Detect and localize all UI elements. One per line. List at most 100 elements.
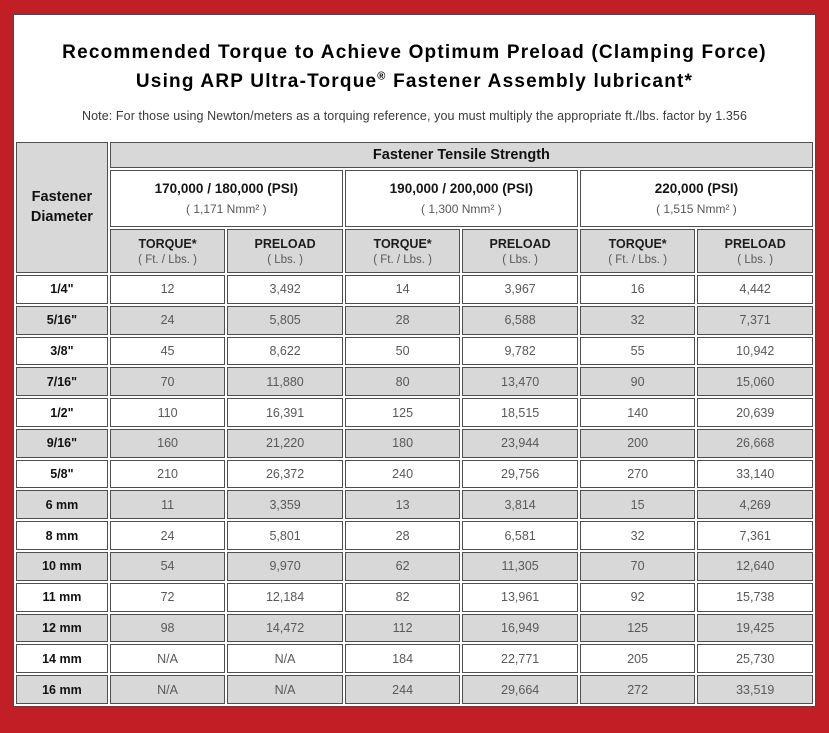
preload-header: PRELOAD ( Lbs. )	[462, 229, 578, 273]
cell: 72	[109, 582, 226, 612]
row-label: 1/2"	[16, 398, 108, 427]
cell: 92	[579, 582, 696, 612]
nmm-value: ( 1,515 Nmm² )	[656, 202, 737, 216]
cell: 22,771	[462, 644, 578, 674]
header-row-sub: TORQUE* ( Ft. / Lbs. ) PRELOAD ( Lbs. ) …	[16, 229, 813, 273]
cell: 98	[109, 613, 226, 643]
cell: 54	[109, 552, 226, 581]
cell: 272	[579, 675, 696, 704]
cell: 9,970	[227, 552, 343, 581]
row-label: 12 mm	[16, 613, 108, 643]
cell: 12	[109, 275, 226, 304]
psi-group-1: 170,000 / 180,000 (PSI) ( 1,171 Nmm² )	[109, 170, 343, 227]
cell: 18,515	[462, 398, 578, 427]
cell: 15,738	[697, 582, 813, 612]
row-label: 11 mm	[16, 582, 108, 612]
cell: 28	[344, 305, 461, 335]
cell: 11,880	[227, 367, 343, 397]
cell: 55	[579, 336, 696, 366]
cell: N/A	[227, 675, 343, 704]
psi-group-2: 190,000 / 200,000 (PSI) ( 1,300 Nmm² )	[344, 170, 578, 227]
corner-line2: Diameter	[30, 208, 93, 225]
table-row: 11 mm 72 12,184 82 13,961 92 15,738	[16, 582, 813, 612]
subtitle-prefix: Using ARP Ultra-Torque	[135, 71, 378, 93]
cell: 90	[579, 367, 696, 397]
table-row: 6 mm 11 3,359 13 3,814 15 4,269	[16, 490, 813, 520]
cell: 28	[344, 521, 461, 551]
cell: 270	[579, 459, 696, 489]
torque-header: TORQUE* ( Ft. / Lbs. )	[344, 229, 461, 273]
cell: 33,519	[697, 675, 813, 704]
subtitle-suffix: Fastener Assembly lubricant*	[386, 71, 694, 93]
cell: 112	[344, 613, 461, 643]
nmm-value: ( 1,300 Nmm² )	[421, 202, 502, 216]
preload-header: PRELOAD ( Lbs. )	[697, 229, 813, 273]
table-row: 3/8" 45 8,622 50 9,782 55 10,942	[16, 336, 813, 366]
table-row: 12 mm 98 14,472 112 16,949 125 19,425	[16, 613, 813, 643]
cell: 6,588	[462, 305, 578, 335]
cell: 10,942	[697, 336, 813, 366]
table-row: 5/16" 24 5,805 28 6,588 32 7,371	[16, 305, 813, 335]
cell: 200	[579, 428, 696, 458]
row-label: 5/8"	[16, 459, 108, 489]
torque-header: TORQUE* ( Ft. / Lbs. )	[109, 229, 226, 273]
cell: 62	[344, 552, 461, 581]
table-row: 1/2" 110 16,391 125 18,515 140 20,639	[16, 398, 813, 427]
cell: 16,949	[462, 613, 578, 643]
cell: 125	[344, 398, 461, 427]
cell: 80	[344, 367, 461, 397]
row-label: 7/16"	[16, 367, 108, 397]
row-label: 8 mm	[16, 521, 108, 551]
psi-value: 190,000 / 200,000 (PSI)	[389, 181, 534, 196]
cell: 19,425	[697, 613, 813, 643]
row-label: 6 mm	[16, 490, 108, 520]
cell: 7,361	[697, 521, 813, 551]
cell: 240	[344, 459, 461, 489]
cell: 45	[109, 336, 226, 366]
preload-header: PRELOAD ( Lbs. )	[227, 229, 343, 273]
table-row: 9/16" 160 21,220 180 23,944 200 26,668	[16, 428, 813, 458]
cell: 12,640	[697, 552, 813, 581]
cell: 70	[579, 552, 696, 581]
table-row: 7/16" 70 11,880 80 13,470 90 15,060	[16, 367, 813, 397]
row-label: 10 mm	[16, 552, 108, 581]
cell: 3,359	[227, 490, 343, 520]
cell: N/A	[109, 644, 226, 674]
cell: N/A	[227, 644, 343, 674]
torque-header: TORQUE* ( Ft. / Lbs. )	[579, 229, 696, 273]
cell: 9,782	[462, 336, 578, 366]
cell: 4,269	[697, 490, 813, 520]
content-panel: Recommended Torque to Achieve Optimum Pr…	[13, 14, 816, 707]
cell: 15	[579, 490, 696, 520]
cell: 5,805	[227, 305, 343, 335]
header-row-psi: 170,000 / 180,000 (PSI) ( 1,171 Nmm² ) 1…	[16, 170, 813, 227]
row-label: 1/4"	[16, 275, 108, 304]
table-row: 1/4" 12 3,492 14 3,967 16 4,442	[16, 275, 813, 304]
row-label: 9/16"	[16, 428, 108, 458]
torque-table: Fastener Diameter Fastener Tensile Stren…	[14, 140, 815, 706]
cell: 14	[344, 275, 461, 304]
cell: 184	[344, 644, 461, 674]
row-label: 3/8"	[16, 336, 108, 366]
cell: 205	[579, 644, 696, 674]
row-label: 5/16"	[16, 305, 108, 335]
cell: 50	[344, 336, 461, 366]
table-row: 10 mm 54 9,970 62 11,305 70 12,640	[16, 552, 813, 581]
cell: 5,801	[227, 521, 343, 551]
registered-mark: ®	[377, 71, 387, 84]
cell: 16	[579, 275, 696, 304]
table-row: 8 mm 24 5,801 28 6,581 32 7,361	[16, 521, 813, 551]
cell: 32	[579, 305, 696, 335]
tensile-strength-header: Fastener Tensile Strength	[109, 142, 813, 168]
psi-group-3: 220,000 (PSI) ( 1,515 Nmm² )	[579, 170, 813, 227]
cell: 25,730	[697, 644, 813, 674]
cell: 12,184	[227, 582, 343, 612]
cell: 140	[579, 398, 696, 427]
cell: 26,668	[697, 428, 813, 458]
cell: 11	[109, 490, 226, 520]
cell: 180	[344, 428, 461, 458]
cell: 244	[344, 675, 461, 704]
note-text: Note: For those using Newton/meters as a…	[81, 108, 747, 123]
cell: 160	[109, 428, 226, 458]
